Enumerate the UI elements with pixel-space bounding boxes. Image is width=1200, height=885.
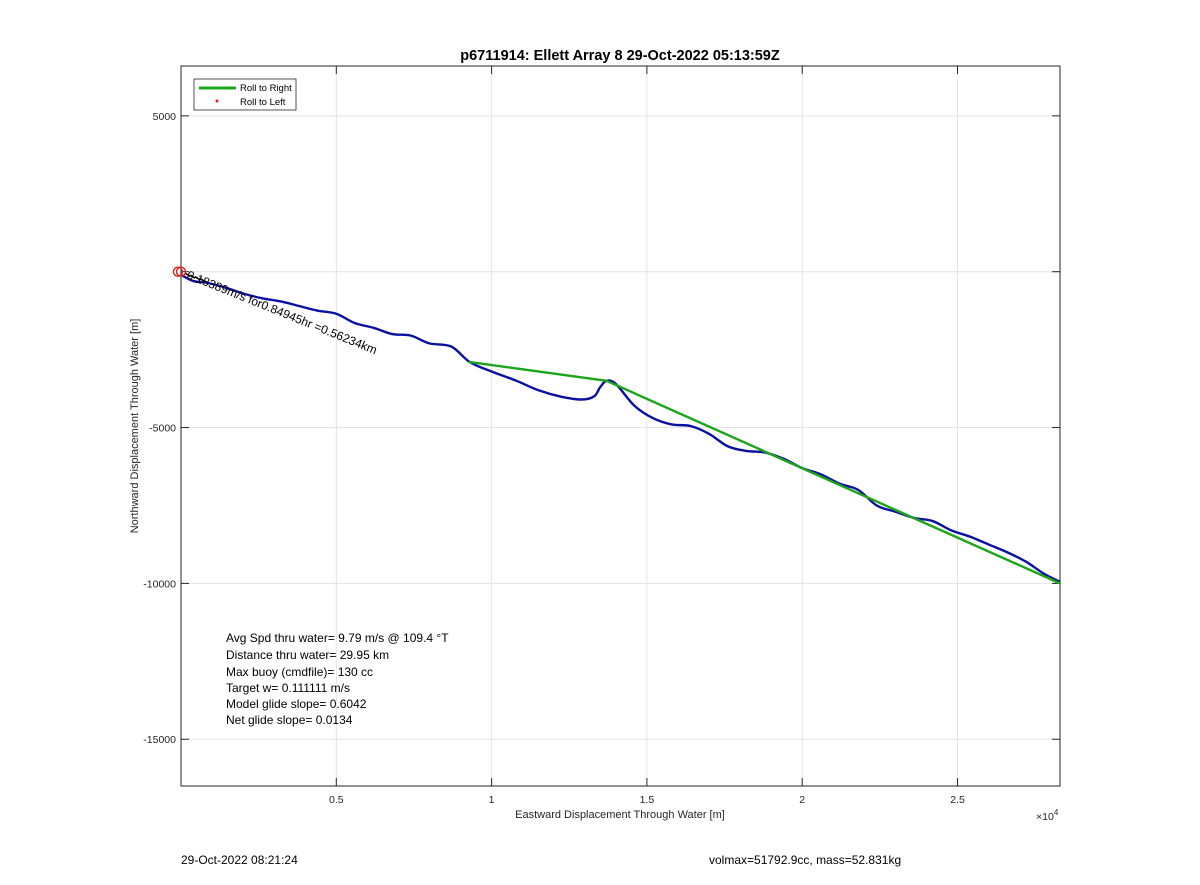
x-tick-label: 2 <box>799 794 805 806</box>
start-marker-circle <box>175 266 187 277</box>
info-net-glide: Net glide slope= 0.0134 <box>226 713 353 727</box>
legend-swatch-roll-left <box>215 99 219 103</box>
info-distance: Distance thru water= 29.95 km <box>226 648 389 662</box>
footer-timestamp: 29-Oct-2022 08:21:24 <box>181 853 298 867</box>
heading-arrow <box>194 276 201 281</box>
x-axis-exponent: ×104 <box>1036 808 1059 823</box>
footer-volmax: volmax=51792.9cc, mass=52.831kg <box>709 853 902 867</box>
legend-box <box>193 78 297 111</box>
heading-arrow <box>199 277 206 282</box>
plot-area <box>181 66 1060 786</box>
heading-arrow <box>185 272 192 278</box>
chart-title: p6711914: Ellett Array 8 29-Oct-2022 05:… <box>460 48 780 64</box>
y-tick-label: -15000 <box>143 734 176 746</box>
heading-arrow <box>189 274 196 279</box>
y-tick-label: -5000 <box>149 423 176 435</box>
info-target-w: Target w= 0.111111 m/s <box>226 681 350 695</box>
x-tick-label: 2.5 <box>950 794 965 806</box>
grid-lines <box>181 66 1060 786</box>
x-tick-label: 1.5 <box>640 794 655 806</box>
y-tick-label: 5000 <box>153 111 177 123</box>
y-tick-label: -10000 <box>143 578 176 590</box>
x-tick-label: 1 <box>489 794 495 806</box>
legend-label-roll-left: Roll to Left <box>240 97 286 108</box>
x-exponent-power: 4 <box>1054 808 1059 817</box>
info-model-glide: Model glide slope= 0.6042 <box>226 697 367 711</box>
roll-right-point <box>468 360 472 364</box>
y-axis-label: Northward Displacement Through Water [m] <box>129 319 141 534</box>
x-tick-label: 0.5 <box>329 794 344 806</box>
x-axis-label: Eastward Displacement Through Water [m] <box>515 809 725 821</box>
x-exponent-base: ×10 <box>1036 811 1054 823</box>
series-layer <box>180 273 1062 585</box>
legend-label-roll-right: Roll to Right <box>240 83 292 94</box>
roll-right-point <box>605 379 608 383</box>
legend: Roll to Right Roll to Left <box>193 78 297 111</box>
info-avg-speed: Avg Spd thru water= 9.79 m/s @ 109.4 °T <box>226 631 449 645</box>
roll-right-point <box>1058 582 1062 585</box>
marker-layer <box>172 266 206 282</box>
axes-frame <box>180 65 1061 787</box>
info-max-buoy: Max buoy (cmdfile)= 130 cc <box>226 665 373 679</box>
axis-ticks: 0.5 1 1.5 2 2.5 -15000 -10000 -5000 5000 <box>143 66 1060 806</box>
info-box: Avg Spd thru water= 9.79 m/s @ 109.4 °T … <box>226 631 449 727</box>
start-marker-circle <box>172 266 184 277</box>
